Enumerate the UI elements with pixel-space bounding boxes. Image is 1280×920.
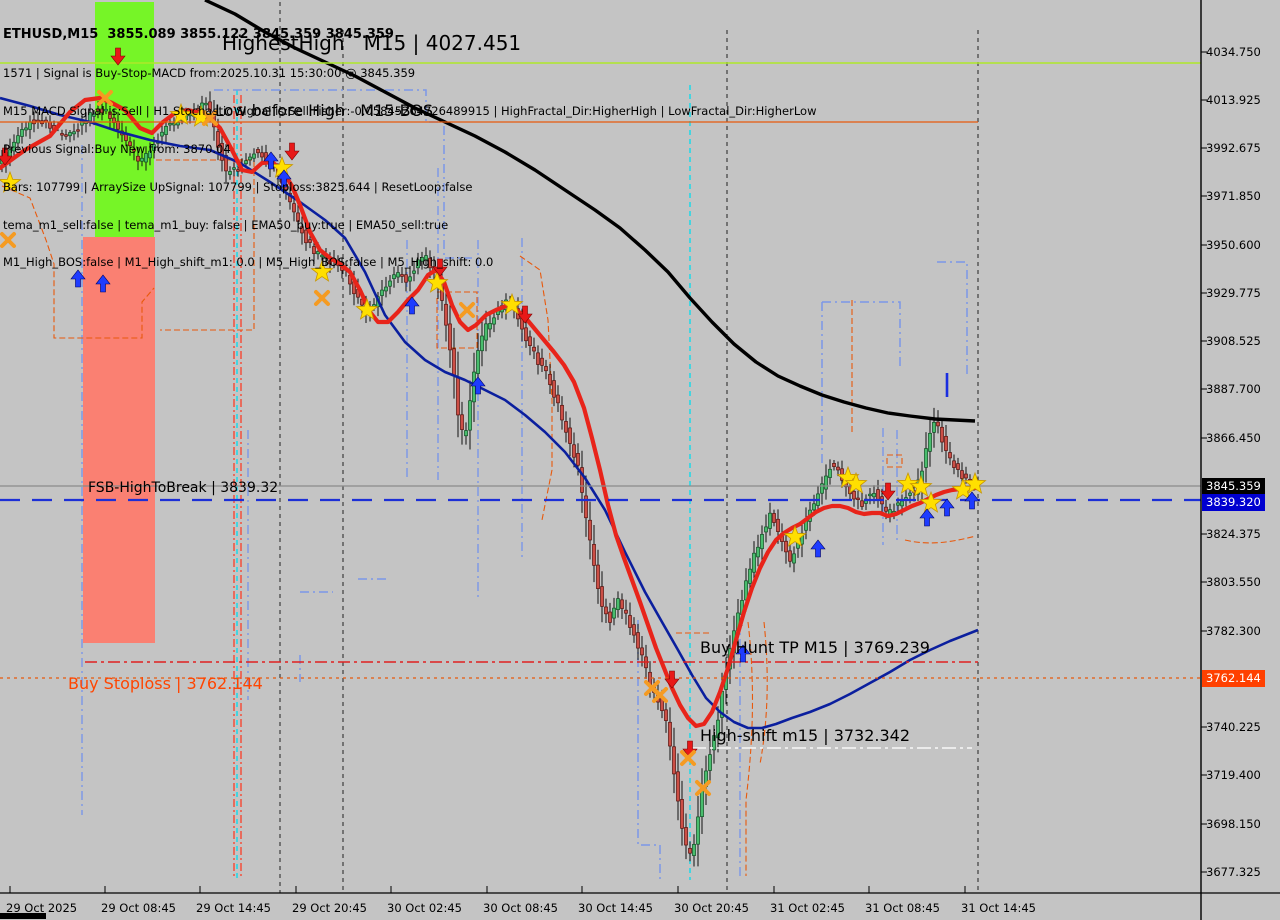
price-axis-label: 3677.325 (1206, 865, 1261, 879)
fractal-channel-segment (886, 454, 903, 468)
fractal-channel-segment (904, 535, 977, 544)
sell-arrow-icon (517, 305, 533, 324)
exit-cross-icon (0, 232, 16, 248)
price-axis-label: 3740.225 (1206, 720, 1261, 734)
signal-star-icon (189, 104, 213, 127)
buy-hunt-tp-label: Buy Hunt TP M15 | 3769.239 (700, 638, 930, 657)
price-axis-label: 3908.525 (1206, 334, 1261, 348)
channel-segment (937, 261, 968, 374)
slow-ma-line (204, 0, 976, 423)
time-axis-label: 29 Oct 2025 (6, 901, 78, 915)
price-axis-label: 3866.450 (1206, 431, 1261, 445)
time-axis-label: 31 Oct 02:45 (770, 901, 845, 915)
price-marker-3839.320: 3839.320 (1202, 494, 1265, 511)
time-axis-label: 29 Oct 20:45 (292, 901, 367, 915)
fractal-channel-segment (745, 621, 754, 876)
fractal-channel-segment (156, 159, 255, 331)
signal-star-icon (844, 471, 868, 494)
sell-arrow-icon (284, 142, 300, 161)
signal-star-icon (896, 471, 920, 494)
buy-arrow-icon (404, 296, 420, 315)
time-axis-label: 30 Oct 20:45 (674, 901, 749, 915)
buy-arrow-icon (470, 376, 486, 395)
buy-arrow-icon (919, 508, 935, 527)
low-before-high-label: Low before High M15-BOS (215, 101, 434, 120)
time-axis-label: 31 Oct 14:45 (961, 901, 1036, 915)
time-axis-label: 30 Oct 02:45 (387, 901, 462, 915)
channel-segment (299, 591, 333, 682)
fractal-channel-segment (519, 255, 553, 521)
price-axis-label: 3782.300 (1206, 624, 1261, 638)
buy-arrow-icon (70, 269, 86, 288)
signal-star-icon (310, 259, 334, 282)
exit-cross-icon (459, 302, 475, 318)
signal-star-icon (909, 474, 933, 497)
exit-cross-icon (97, 90, 113, 106)
fsb-high-to-break-label: FSB-HighToBreak | 3839.32 (88, 480, 279, 496)
signal-star-icon (963, 471, 987, 494)
buy-arrow-icon (810, 539, 826, 558)
price-axis-label: 4013.925 (1206, 93, 1261, 107)
price-axis-label: 3929.775 (1206, 286, 1261, 300)
highest-high-label: HighestHigh M15 | 4027.451 (222, 31, 522, 55)
exit-cross-icon (202, 110, 218, 126)
price-axis-label: 4034.750 (1206, 45, 1261, 59)
signal-star-icon (0, 170, 22, 193)
buy-arrow-icon (95, 274, 111, 293)
exit-cross-icon (695, 780, 711, 796)
price-axis-label: 3950.600 (1206, 238, 1261, 252)
signal-star-icon (783, 524, 807, 547)
channel-segment (637, 620, 661, 880)
buy-arrow-icon (939, 498, 955, 517)
scroll-thumb[interactable] (0, 913, 46, 919)
time-axis-label: 29 Oct 14:45 (196, 901, 271, 915)
price-axis-label: 3992.675 (1206, 141, 1261, 155)
price-axis-label: 3887.700 (1206, 382, 1261, 396)
exit-cross-icon (652, 687, 668, 703)
buy-arrow-icon (964, 491, 980, 510)
time-axis-label: 30 Oct 08:45 (483, 901, 558, 915)
buy-arrow-icon (263, 151, 279, 170)
exit-cross-icon (680, 750, 696, 766)
price-axis-label: 3824.375 (1206, 527, 1261, 541)
buy-arrow-icon (735, 644, 751, 663)
green-zone (95, 2, 154, 237)
channel-segment (821, 301, 901, 466)
exit-cross-icon (314, 290, 330, 306)
ema50-line (0, 96, 979, 730)
price-axis-label: 3803.550 (1206, 575, 1261, 589)
signal-star-icon (169, 102, 193, 125)
sell-arrow-icon (110, 47, 126, 66)
fractal-channel-segment (1, 185, 155, 339)
sell-arrow-icon (664, 670, 680, 689)
price-axis-label: 3971.850 (1206, 189, 1261, 203)
price-axis-label: 3698.150 (1206, 817, 1261, 831)
time-axis-label: 29 Oct 08:45 (101, 901, 176, 915)
signal-star-icon (425, 270, 449, 293)
buy-stoploss-label: Buy Stoploss | 3762.144 (68, 674, 263, 693)
price-marker-3762.144: 3762.144 (1202, 670, 1265, 687)
time-axis-label: 30 Oct 14:45 (578, 901, 653, 915)
signal-star-icon (500, 292, 524, 315)
sell-arrow-icon (880, 482, 896, 501)
price-axis-label: 3719.400 (1206, 768, 1261, 782)
fractal-channel-segment (436, 291, 478, 349)
sell-arrow-icon (432, 258, 448, 277)
fractal-channel-segment (759, 621, 768, 765)
signal-star-icon (355, 297, 379, 320)
high-shift-label: High-shift m15 | 3732.342 (700, 726, 911, 745)
buy-arrow-icon (276, 169, 292, 188)
price-marker-3845.359: 3845.359 (1202, 478, 1265, 495)
tema-line (0, 95, 981, 729)
time-axis-label: 31 Oct 08:45 (865, 901, 940, 915)
sell-arrow-icon (0, 147, 13, 166)
signal-star-icon (919, 490, 943, 513)
salmon-zone (83, 237, 155, 643)
